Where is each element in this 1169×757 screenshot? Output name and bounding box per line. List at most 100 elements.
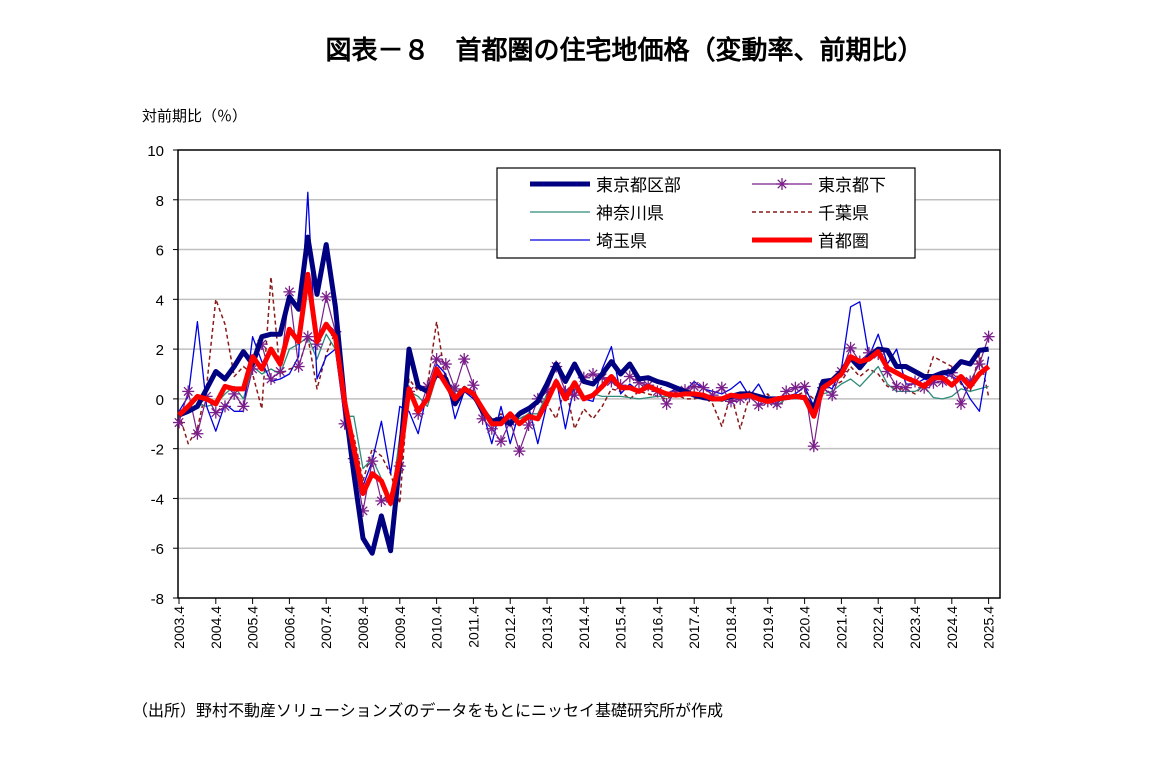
data-point [274, 365, 287, 378]
legend-item: 首都圏 [752, 232, 869, 252]
x-tick-label: 2023.4 [907, 606, 923, 649]
data-point [890, 380, 903, 393]
star-marker-stroke [183, 386, 193, 397]
star-marker-stroke [211, 407, 221, 418]
data-point [789, 381, 802, 394]
data-point [430, 353, 443, 366]
legend-label: 千葉県 [818, 204, 869, 224]
x-tick-label: 2012.4 [502, 606, 518, 649]
legend-item: 埼玉県 [530, 232, 647, 252]
data-point [522, 419, 535, 432]
data-point [807, 440, 820, 453]
y-tick-label: -6 [151, 541, 164, 558]
star-marker-stroke [790, 383, 801, 393]
source-note: （出所）野村不動産ソリューションズのデータをもとにニッセイ基礎研究所が作成 [132, 701, 724, 720]
data-point [715, 381, 728, 394]
series-5 [177, 271, 991, 506]
star-marker-stroke [523, 420, 534, 430]
data-point [826, 389, 839, 402]
legend-item: 東京都下 [752, 176, 886, 196]
star-marker-stroke [661, 399, 672, 409]
data-point [973, 358, 986, 371]
x-tick-label: 2006.4 [281, 606, 297, 649]
legend-label: 神奈川県 [596, 204, 664, 224]
data-point [697, 381, 710, 394]
star-marker-stroke [192, 429, 203, 439]
star-marker-stroke [974, 359, 985, 369]
star-marker-stroke [321, 292, 331, 302]
x-tick-label: 2018.4 [723, 606, 739, 649]
x-tick-label: 2021.4 [833, 606, 849, 649]
legend-item: 千葉県 [752, 204, 869, 224]
star-marker-stroke [468, 380, 479, 390]
star-marker-stroke [901, 383, 911, 393]
data-point [798, 380, 811, 393]
star-marker-stroke [284, 287, 295, 297]
series-line [177, 271, 991, 506]
star-marker-stroke [864, 348, 874, 358]
data-point [513, 445, 526, 458]
x-tick-label: 2017.4 [686, 606, 702, 649]
star-marker-stroke [174, 417, 184, 428]
y-tick-label: -8 [151, 591, 164, 608]
star-marker-stroke [753, 400, 764, 410]
star-marker-stroke [459, 354, 469, 364]
legend-label: 首都圏 [818, 232, 869, 252]
star-marker-stroke [238, 401, 249, 412]
y-tick-label: 10 [147, 143, 164, 160]
star-marker-stroke [689, 381, 699, 392]
star-marker-stroke [275, 366, 285, 377]
star-marker-icon [776, 178, 788, 190]
series-line [178, 276, 990, 505]
data-point [955, 397, 967, 410]
data-point [899, 381, 912, 394]
plot-area [177, 149, 1001, 599]
x-tick-label: 2013.4 [539, 606, 555, 649]
star-marker-stroke [303, 332, 313, 342]
star-marker-stroke [777, 179, 787, 189]
series-0 [178, 276, 990, 505]
x-tick-label: 2015.4 [613, 606, 629, 649]
star-marker-stroke [717, 383, 727, 393]
star-marker-stroke [781, 386, 791, 397]
star-marker-stroke [220, 401, 230, 412]
y-tick-label: 0 [156, 392, 164, 409]
data-point [301, 330, 314, 343]
y-axis-label: 対前期比（％） [142, 107, 248, 125]
star-marker-stroke [698, 383, 709, 393]
star-marker-stroke [799, 381, 810, 392]
star-marker-stroke [827, 390, 837, 400]
star-marker-stroke [441, 359, 451, 369]
star-marker-stroke [956, 399, 966, 409]
star-marker-stroke [293, 361, 304, 372]
star-marker-stroke [845, 343, 856, 353]
star-marker-stroke [772, 399, 782, 409]
x-tick-label: 2025.4 [981, 606, 997, 649]
y-tick-label: 4 [156, 292, 164, 309]
x-tick-label: 2020.4 [797, 606, 813, 649]
data-point [265, 372, 277, 385]
legend-item: 神奈川県 [530, 204, 664, 224]
star-marker-stroke [367, 456, 377, 466]
data-point [688, 380, 701, 393]
x-tick-label: 2009.4 [392, 606, 408, 649]
y-tick-label: 8 [156, 193, 164, 210]
x-tick-label: 2014.4 [576, 606, 592, 649]
data-point [458, 353, 471, 366]
data-point [844, 341, 857, 354]
data-point [366, 455, 379, 468]
data-point [623, 370, 636, 383]
data-point [219, 400, 231, 413]
star-marker-stroke [983, 332, 994, 342]
data-point [375, 494, 388, 507]
data-point [439, 358, 452, 371]
data-point [292, 360, 305, 373]
chart-title: 図表－８ 首都圏の住宅地価格（変動率、前期比） [325, 36, 924, 66]
x-tick-label: 2022.4 [870, 606, 886, 649]
legend-label: 東京都区部 [596, 176, 681, 196]
y-tick-label: 2 [156, 342, 164, 359]
star-marker-stroke [726, 396, 736, 407]
star-marker-stroke [588, 369, 598, 379]
x-tick-label: 2005.4 [245, 606, 261, 649]
